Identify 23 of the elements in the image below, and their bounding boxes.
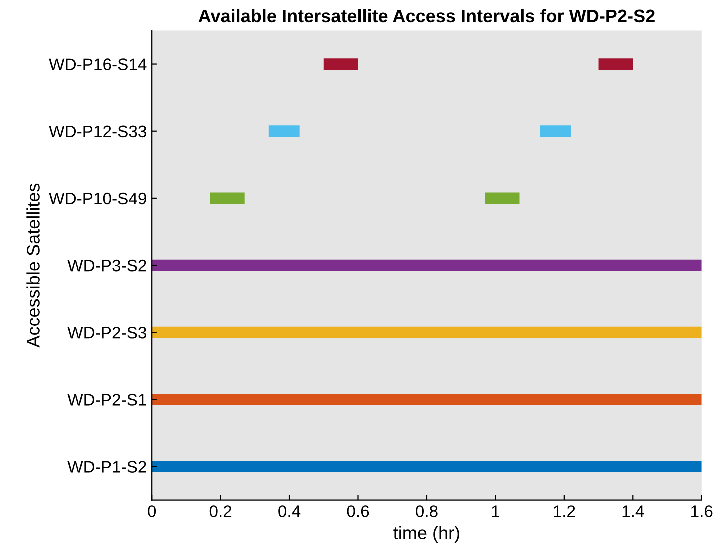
y-tick-label: WD-P16-S14 bbox=[49, 58, 147, 70]
x-tick-label: 0.4 bbox=[278, 506, 301, 518]
chart-title: Available Intersatellite Access Intervals for WD-P2-S2 bbox=[198, 9, 655, 23]
bar bbox=[152, 394, 702, 406]
x-tick-label: 0 bbox=[148, 506, 156, 518]
x-tick-label: 0.8 bbox=[416, 506, 438, 518]
x-tick-label: 1.2 bbox=[554, 506, 576, 518]
bar bbox=[152, 461, 702, 472]
x-tick-label: 1.4 bbox=[622, 506, 644, 518]
y-tick-label: WD-P1-S2 bbox=[68, 461, 146, 473]
x-tick-label: 0.2 bbox=[210, 506, 232, 518]
bar bbox=[152, 326, 702, 338]
bar bbox=[152, 260, 702, 272]
y-tick-label: WD-P2-S1 bbox=[68, 394, 146, 406]
x-tick-label: 1.6 bbox=[692, 506, 713, 518]
y-tick-label: WD-P2-S3 bbox=[68, 327, 146, 339]
x-axis-title: time (hr) bbox=[394, 526, 460, 544]
y-tick-label: WD-P3-S2 bbox=[68, 260, 146, 272]
x-tick-label: 0.6 bbox=[347, 506, 370, 518]
y-tick-label: WD-P12-S33 bbox=[49, 126, 146, 138]
x-tick-label: 1 bbox=[492, 506, 500, 518]
y-axis-title: Accessible Satellites bbox=[26, 184, 40, 348]
y-tick-label: WD-P10-S49 bbox=[49, 192, 146, 205]
